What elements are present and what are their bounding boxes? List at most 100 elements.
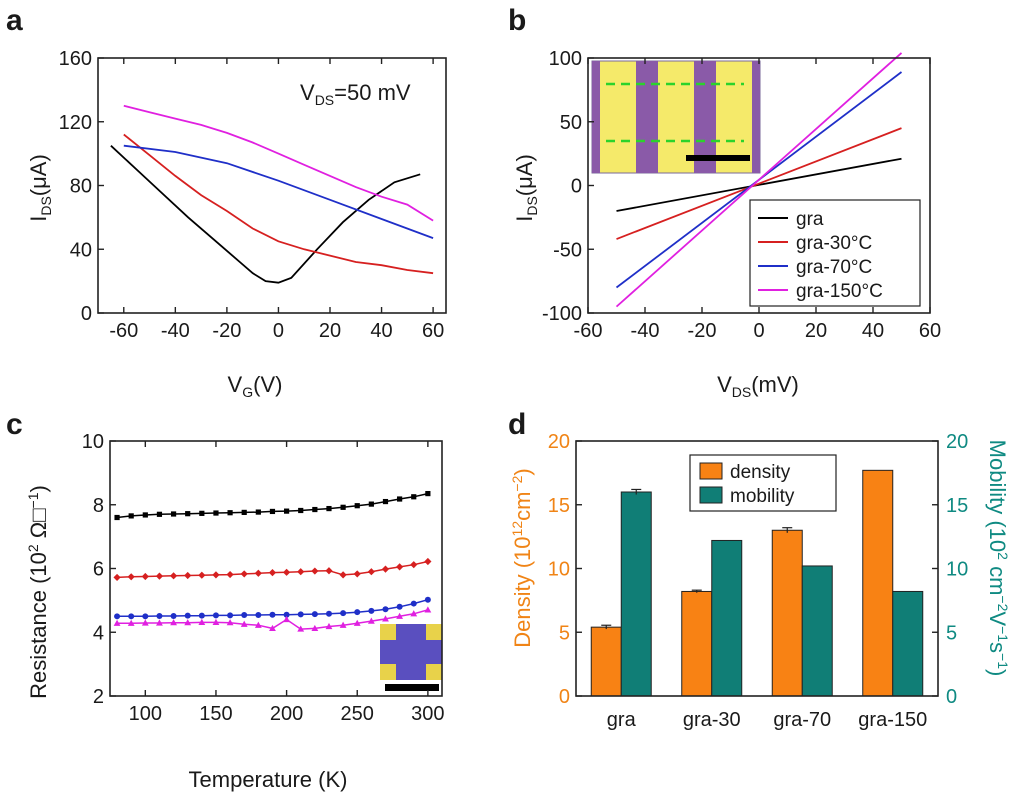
panel-c-point bbox=[326, 505, 332, 512]
panel-c-point bbox=[283, 611, 290, 618]
panel-c-point bbox=[269, 624, 276, 632]
panel-c-point bbox=[184, 571, 192, 580]
panel-c-point bbox=[226, 619, 234, 626]
panel-d-bar-density bbox=[862, 469, 894, 697]
panel-c-xlabel: Temperature (K) bbox=[189, 767, 348, 792]
panel-b-series-3 bbox=[615, 52, 903, 308]
panel-c-point bbox=[254, 569, 262, 577]
panel-c-point bbox=[411, 494, 417, 500]
panel-a-ytick-label: 0 bbox=[81, 303, 92, 325]
panel-c-point bbox=[155, 572, 164, 580]
panel-b-legend-label: gra-150°C bbox=[796, 281, 883, 302]
panel-a-ytick-label: 40 bbox=[70, 239, 92, 261]
panel-b-inset-micrograph bbox=[591, 60, 761, 174]
panel-c-point bbox=[170, 511, 177, 517]
panel-d-legend-label: mobility bbox=[730, 486, 795, 507]
panel-c-xtick-label: 150 bbox=[199, 703, 232, 725]
panel-c-xtick-label: 200 bbox=[270, 703, 303, 725]
panel-c-point bbox=[367, 568, 375, 576]
panel-c-point bbox=[382, 615, 389, 622]
panel-b-ytick-label: 100 bbox=[549, 48, 582, 70]
panel-label-a: a bbox=[6, 4, 23, 37]
panel-d-right-ylabel: Mobility (102 cm−2V−1s−1) bbox=[985, 440, 1009, 677]
panel-d-legend-swatch bbox=[699, 486, 723, 504]
panel-d-bar-density bbox=[681, 590, 713, 697]
panel-c-point bbox=[325, 567, 333, 575]
panel-c-point bbox=[240, 570, 248, 578]
panel-d-right-ytick-label: 15 bbox=[946, 495, 968, 517]
panel-a-xtick-label: -40 bbox=[161, 320, 190, 342]
panel-c-point bbox=[382, 606, 389, 613]
panel-d-category-label: gra-150 bbox=[858, 709, 927, 731]
scale-bar-c bbox=[385, 684, 439, 691]
panel-a-xtick-label: 0 bbox=[273, 320, 284, 342]
panel-a-plot: -60 -40 -20 0 20 40 60 0 40 80 120 160 bbox=[59, 48, 447, 342]
panel-c-point bbox=[410, 610, 418, 617]
panel-a-series-1 bbox=[123, 133, 434, 275]
panel-c-point bbox=[353, 570, 361, 578]
panel-c-point bbox=[311, 611, 318, 618]
panel-c-point bbox=[156, 612, 163, 619]
panel-b-ytick-label: 50 bbox=[560, 112, 582, 134]
panel-c-point bbox=[282, 568, 291, 576]
panel-c-point bbox=[156, 619, 163, 626]
panel-c-xtick-label: 100 bbox=[129, 703, 162, 725]
panel-a-xtick-label: 60 bbox=[422, 320, 444, 342]
panel-c-point bbox=[269, 508, 276, 515]
panel-c-point bbox=[311, 567, 319, 575]
panel-d-bar-mobility bbox=[801, 565, 833, 697]
panel-c-point bbox=[255, 509, 261, 515]
panel-d-right-ytick-label: 20 bbox=[946, 431, 968, 453]
panel-c-point bbox=[185, 511, 191, 517]
panel-d-bar-density bbox=[771, 529, 803, 697]
panel-c-point bbox=[114, 514, 120, 521]
panel-c-point bbox=[410, 600, 417, 607]
panel-a-series-3 bbox=[123, 104, 434, 222]
panel-b-xtick-label: 0 bbox=[753, 320, 764, 342]
panel-c-point bbox=[226, 570, 234, 579]
panel-c-ytick-label: 2 bbox=[93, 686, 104, 708]
panel-c-point bbox=[113, 573, 121, 582]
panel-c-point bbox=[142, 512, 148, 518]
panel-a-xtick-label: -60 bbox=[109, 320, 138, 342]
panel-c-point bbox=[241, 612, 248, 619]
panel-c-point bbox=[227, 510, 233, 516]
panel-c-ytick-label: 6 bbox=[93, 559, 104, 581]
panel-c-point bbox=[396, 603, 403, 610]
panel-c-point bbox=[254, 621, 262, 628]
panel-d-bar-mobility bbox=[620, 491, 652, 697]
panel-a-xtick-label: 20 bbox=[319, 320, 341, 342]
panel-c-point bbox=[312, 506, 318, 513]
panel-c-point bbox=[396, 563, 404, 571]
panel-c-point bbox=[368, 607, 375, 614]
panel-b-ytick-label: -100 bbox=[542, 303, 582, 325]
panel-a-ytick-label: 120 bbox=[59, 112, 92, 134]
panel-c-point bbox=[382, 498, 389, 505]
panel-c-point bbox=[340, 504, 346, 510]
panel-d-left-ytick-label: 20 bbox=[548, 431, 570, 453]
panel-c-point bbox=[198, 571, 206, 579]
panel-c-point bbox=[425, 490, 431, 497]
panel-c-point bbox=[142, 613, 149, 620]
panel-c-point bbox=[339, 571, 347, 579]
panel-b-ylabel: IDS(μA) bbox=[512, 154, 540, 222]
panel-c-ylabel: Resistance (102 Ω□−1) bbox=[25, 485, 51, 699]
panel-c-point bbox=[169, 572, 178, 580]
panel-c-point bbox=[297, 611, 304, 618]
panel-c-point bbox=[410, 561, 418, 569]
panel-b-xlabel: VDS(mV) bbox=[717, 372, 799, 400]
panel-c-point bbox=[127, 619, 135, 626]
panel-d-legend-swatch bbox=[699, 462, 723, 480]
panel-c-point bbox=[184, 612, 191, 619]
scale-bar bbox=[686, 155, 750, 161]
panel-c-point bbox=[424, 606, 432, 613]
panel-b-xtick-label: 60 bbox=[919, 320, 941, 342]
panel-d-left-ytick-label: 15 bbox=[548, 495, 570, 517]
panel-c-point bbox=[396, 612, 404, 619]
panel-a-ylabel: IDS(μA) bbox=[26, 154, 54, 222]
panel-c-point bbox=[269, 611, 276, 618]
panel-b-xtick-label: -60 bbox=[574, 320, 603, 342]
panel-c-point bbox=[325, 622, 333, 630]
panel-c-point bbox=[354, 609, 361, 616]
